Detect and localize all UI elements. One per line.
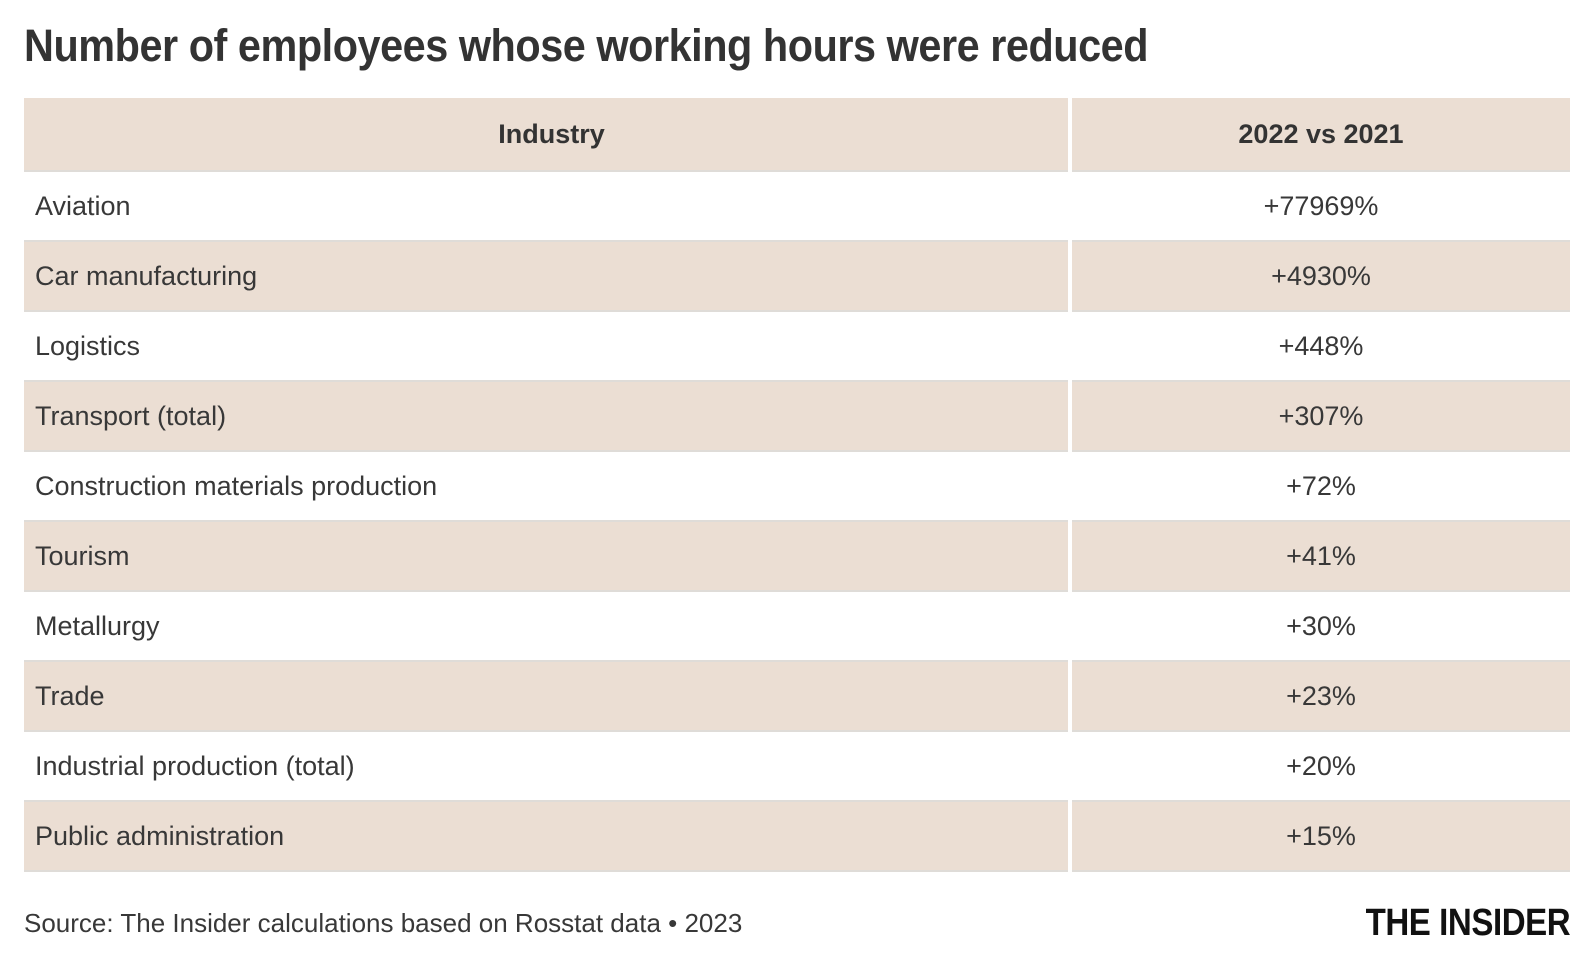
footer: Source: The Insider calculations based o…: [24, 898, 1570, 948]
change-value: +23%: [1286, 680, 1356, 711]
change-value: +30%: [1286, 610, 1356, 641]
change-cell: +30%: [1072, 592, 1570, 662]
change-value: +4930%: [1271, 260, 1371, 291]
industry-label: Tourism: [35, 540, 130, 571]
industry-label: Car manufacturing: [35, 260, 258, 291]
industry-label: Metallurgy: [35, 610, 160, 641]
table-row: Metallurgy +30%: [24, 592, 1570, 662]
industry-label: Construction materials production: [35, 470, 438, 501]
industry-cell: Aviation: [24, 172, 1068, 242]
table-row: Construction materials production +72%: [24, 452, 1570, 522]
industry-label: Public administration: [35, 820, 285, 851]
table-row: Tourism +41%: [24, 522, 1570, 592]
change-value: +41%: [1286, 540, 1356, 571]
industry-cell: Car manufacturing: [24, 242, 1068, 312]
change-cell: +20%: [1072, 732, 1570, 802]
change-value: +77969%: [1263, 190, 1379, 221]
industry-label: Industrial production (total): [35, 750, 355, 781]
change-value: +20%: [1286, 750, 1356, 781]
table-body: Aviation +77969% Car manufacturing +4930…: [24, 172, 1570, 872]
table-row: Trade +23%: [24, 662, 1570, 732]
change-cell: +15%: [1072, 802, 1570, 872]
industry-cell: Logistics: [24, 312, 1068, 382]
header-industry-label: Industry: [498, 118, 605, 149]
change-cell: +77969%: [1072, 172, 1570, 242]
change-cell: +448%: [1072, 312, 1570, 382]
industry-cell: Trade: [24, 662, 1068, 732]
change-cell: +72%: [1072, 452, 1570, 522]
source-note: Source: The Insider calculations based o…: [24, 907, 743, 938]
table-row: Car manufacturing +4930%: [24, 242, 1570, 312]
change-cell: +41%: [1072, 522, 1570, 592]
header-cell-industry: Industry: [24, 98, 1068, 172]
header-change-label: 2022 vs 2021: [1238, 118, 1404, 149]
industry-cell: Transport (total): [24, 382, 1068, 452]
change-cell: +4930%: [1072, 242, 1570, 312]
industry-label: Trade: [35, 680, 105, 711]
the-insider-logo: THE INSIDER: [1365, 901, 1570, 944]
industry-cell: Tourism: [24, 522, 1068, 592]
table-row: Public administration +15%: [24, 802, 1570, 872]
table-row: Aviation +77969%: [24, 172, 1570, 242]
change-value: +15%: [1286, 820, 1356, 851]
industry-label: Aviation: [35, 190, 131, 221]
industry-label: Transport (total): [35, 400, 227, 431]
industry-cell: Construction materials production: [24, 452, 1068, 522]
data-table: Industry 2022 vs 2021 Aviation +77969% C…: [24, 98, 1570, 872]
change-value: +307%: [1278, 400, 1364, 431]
change-value: +448%: [1278, 330, 1364, 361]
change-value: +72%: [1286, 470, 1356, 501]
table-row: Industrial production (total) +20%: [24, 732, 1570, 802]
change-cell: +307%: [1072, 382, 1570, 452]
table-row: Logistics +448%: [24, 312, 1570, 382]
industry-cell: Industrial production (total): [24, 732, 1068, 802]
change-cell: +23%: [1072, 662, 1570, 732]
industry-cell: Metallurgy: [24, 592, 1068, 662]
table-row: Transport (total) +307%: [24, 382, 1570, 452]
industry-label: Logistics: [35, 330, 141, 361]
infographic: Number of employees whose working hours …: [24, 20, 1570, 948]
table-header-row: Industry 2022 vs 2021: [24, 98, 1570, 172]
page-title: Number of employees whose working hours …: [24, 20, 1149, 71]
industry-cell: Public administration: [24, 802, 1068, 872]
header-cell-change: 2022 vs 2021: [1072, 98, 1570, 172]
